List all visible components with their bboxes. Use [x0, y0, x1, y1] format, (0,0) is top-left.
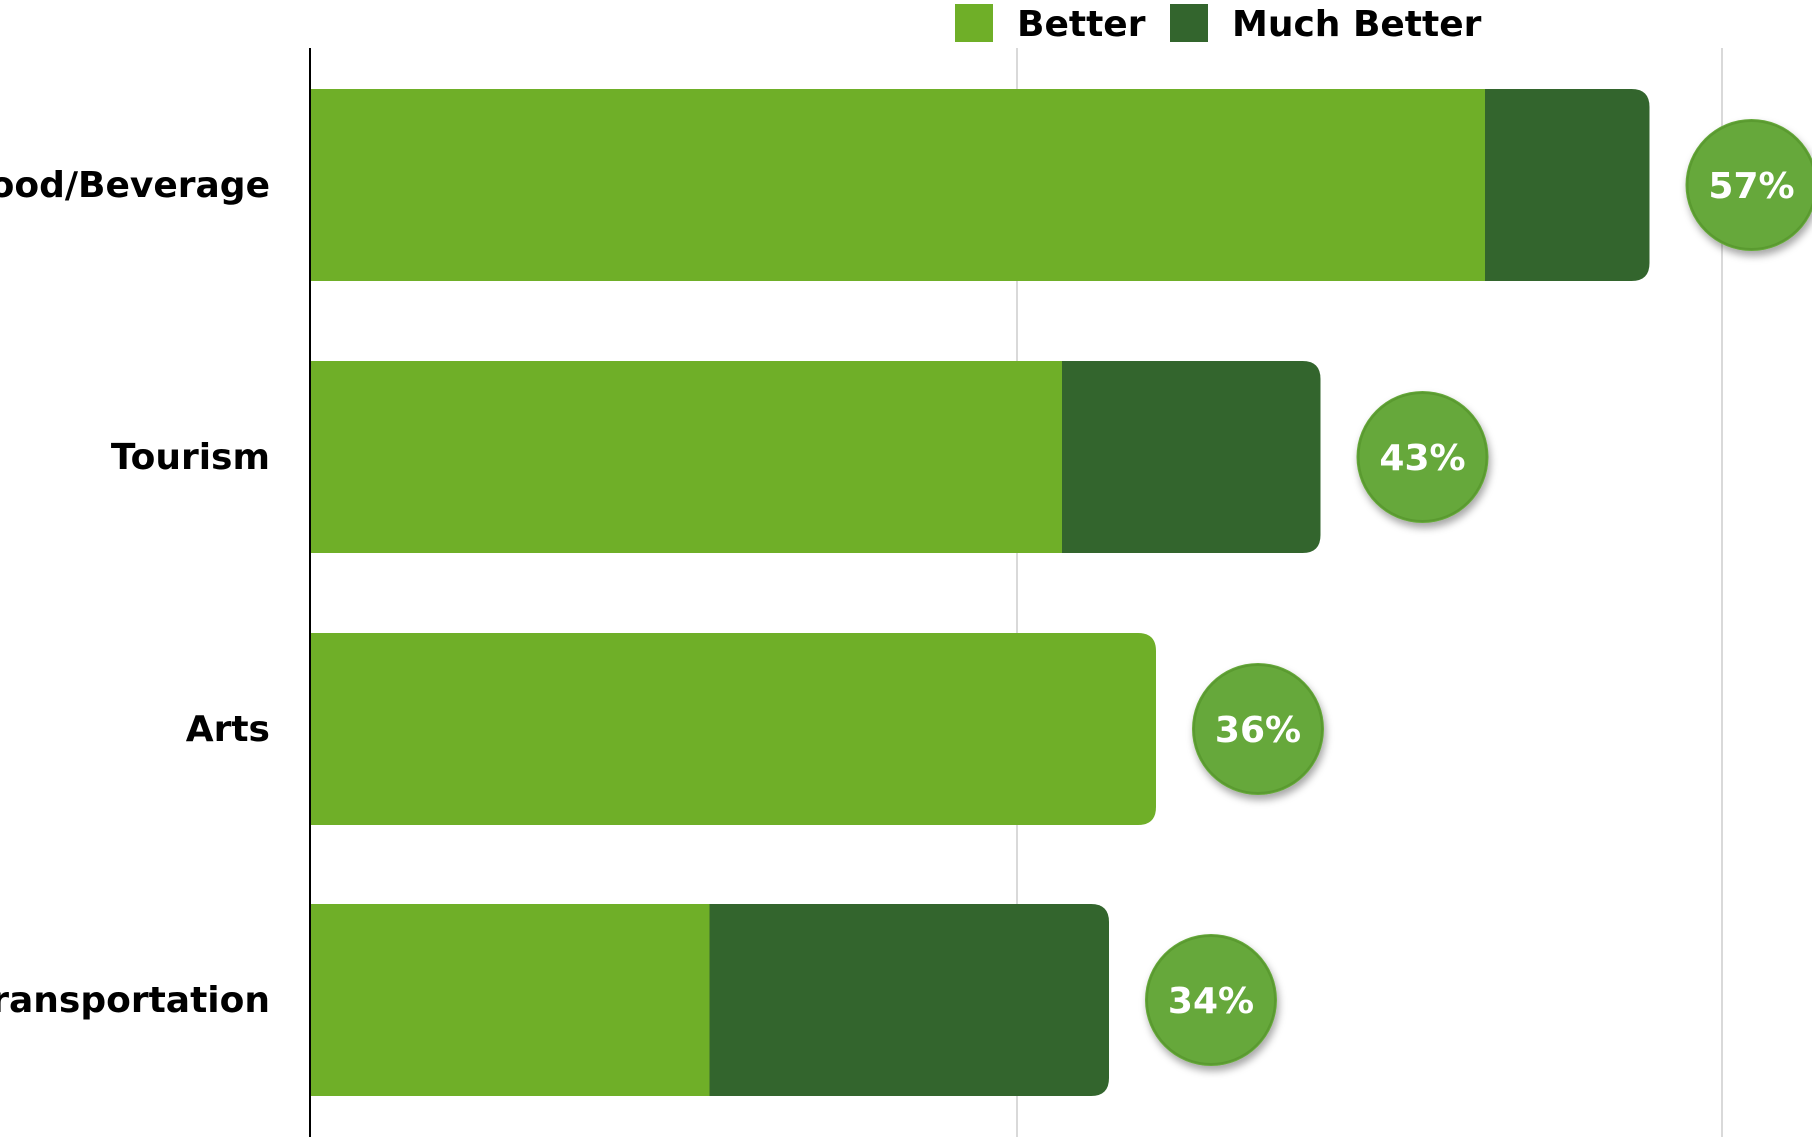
- bar-better: [310, 361, 1062, 553]
- category-labels: Food/Beverage Tourism Arts Transportation: [0, 165, 270, 1021]
- total-bubble-circle: [1356, 391, 1489, 523]
- total-bubble: 34%: [1145, 934, 1277, 1066]
- category-label: Food/Beverage: [0, 165, 270, 206]
- legend-label-better: Better: [1017, 4, 1146, 45]
- total-bubble-rim: [1357, 392, 1488, 522]
- legend-label-much-better: Much Better: [1232, 4, 1482, 45]
- total-label: 36%: [1215, 710, 1301, 751]
- total-bubble-rim: [1193, 664, 1323, 794]
- category-label: Tourism: [111, 437, 270, 478]
- legend-swatch-much-better: [1170, 4, 1208, 42]
- total-bubble-rim: [1686, 120, 1812, 250]
- bars: [310, 89, 1650, 1096]
- category-label: Arts: [186, 709, 270, 750]
- total-bubble: 57%: [1685, 119, 1812, 251]
- total-label: 57%: [1708, 166, 1794, 207]
- bar-much-better: [709, 904, 1109, 1096]
- category-label: Transportation: [0, 980, 270, 1021]
- total-bubble: 36%: [1192, 663, 1324, 795]
- total-bubble-circle: [1145, 934, 1277, 1066]
- bar-much-better: [1485, 89, 1650, 281]
- total-bubbles: 57% 43% 36% 34%: [1145, 119, 1812, 1066]
- bar-better: [310, 633, 1156, 825]
- total-bubble-circle: [1685, 119, 1812, 251]
- bar-much-better: [1062, 361, 1321, 553]
- total-bubble-circle: [1192, 663, 1324, 795]
- total-label: 34%: [1168, 981, 1254, 1022]
- bar-better: [310, 89, 1485, 281]
- legend-swatch-better: [955, 4, 993, 42]
- total-label: 43%: [1379, 438, 1465, 479]
- legend: Better Much Better: [955, 4, 1482, 45]
- total-bubble: 43%: [1356, 391, 1489, 523]
- total-bubble-rim: [1146, 935, 1276, 1065]
- bar-better: [310, 904, 710, 1096]
